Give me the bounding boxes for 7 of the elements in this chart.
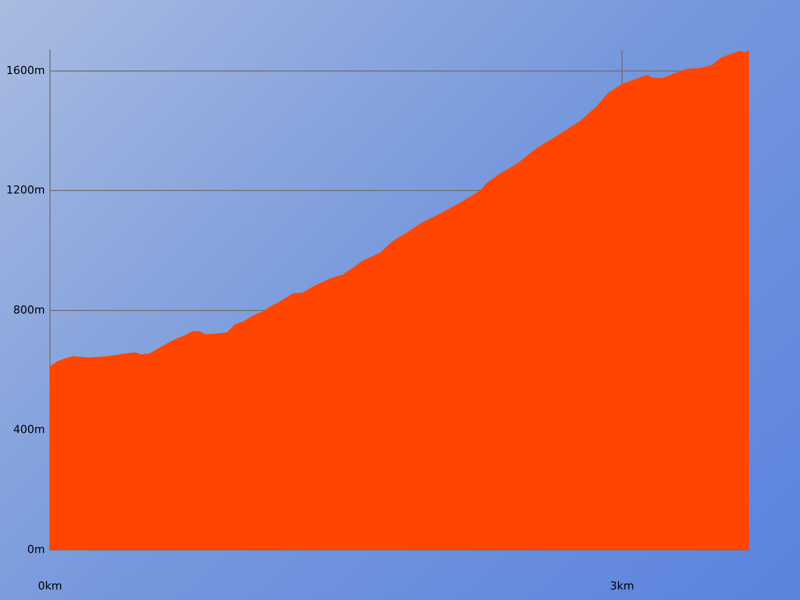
x-tick-label: 3km (610, 579, 634, 592)
y-tick-label: 400m (13, 423, 45, 436)
y-tick-label: 0m (27, 542, 45, 556)
y-tick-label: 800m (13, 303, 45, 316)
y-tick-label: 1600m (6, 64, 45, 77)
x-tick-label: 0km (38, 579, 62, 592)
y-tick-label: 1200m (6, 184, 45, 197)
